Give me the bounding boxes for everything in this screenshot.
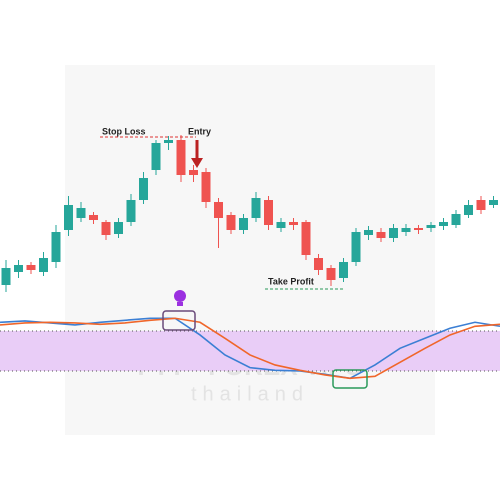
candle-body (226, 215, 236, 230)
candle-body (89, 215, 98, 220)
candle-body (364, 230, 373, 235)
candle-body (426, 225, 436, 228)
candle-body (139, 178, 148, 200)
candle-body (464, 205, 473, 215)
candle-body (439, 222, 448, 226)
candle-body (189, 170, 198, 175)
candle-body (164, 140, 173, 143)
entry-arrow-head (191, 158, 203, 168)
candle-body (101, 222, 111, 235)
candle-body (451, 214, 461, 225)
bulb-icon (174, 290, 186, 302)
candle-body (264, 200, 273, 225)
candle-body (151, 143, 161, 170)
candle-body (301, 222, 311, 255)
candle-body (214, 202, 223, 218)
stop-loss-label: Stop Loss (102, 126, 146, 136)
candle-body (126, 200, 136, 222)
candle-body (51, 232, 61, 262)
take-profit-label: Take Profit (268, 276, 314, 286)
candle-body (1, 268, 11, 285)
candle-body (201, 172, 211, 202)
candle-body (289, 222, 298, 225)
candle-body (489, 200, 498, 205)
candle-body (326, 268, 336, 280)
candle-body (401, 228, 411, 232)
candle-body (351, 232, 361, 262)
candle-body (39, 258, 48, 272)
oscillator-line (0, 317, 500, 380)
entry-label: Entry (188, 126, 211, 136)
candle-body (14, 265, 23, 272)
candle-body (414, 228, 423, 230)
watermark-bg (65, 65, 435, 435)
candle-body (376, 232, 386, 238)
watermark-subtitle: thailand (191, 383, 309, 405)
candle-body (251, 198, 261, 218)
candle-body (339, 262, 348, 278)
candle-body (176, 140, 186, 175)
candle-body (114, 222, 123, 234)
bulb-base (177, 302, 183, 306)
entry-signal-box (162, 310, 196, 331)
candle-body (476, 200, 486, 210)
candle-body (239, 218, 248, 230)
candle-body (276, 222, 286, 228)
candle-body (389, 228, 398, 238)
oscillator-band (0, 330, 500, 371)
candle-body (64, 205, 73, 230)
exit-signal-box (332, 369, 368, 389)
candle-body (26, 265, 36, 270)
candle-body (314, 258, 323, 270)
candle-body (76, 208, 86, 218)
